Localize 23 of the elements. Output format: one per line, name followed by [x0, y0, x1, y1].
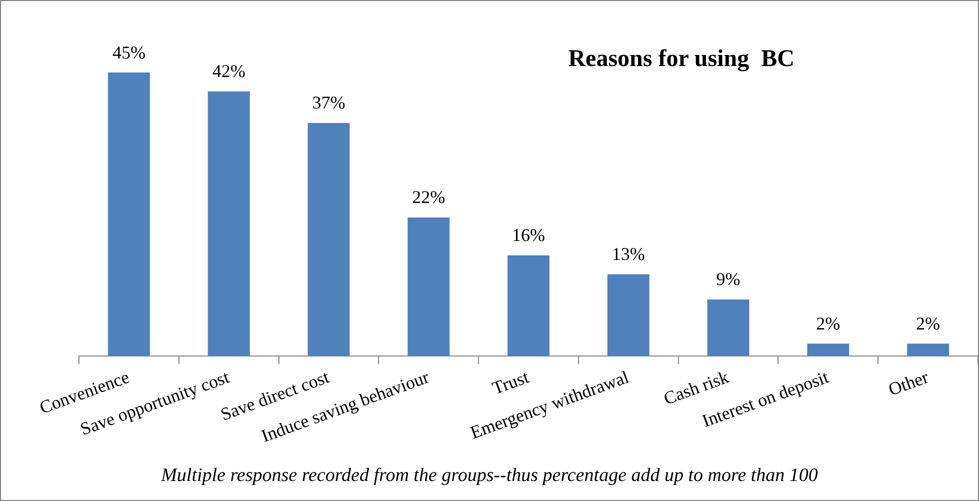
data-label: 13% [612, 244, 645, 264]
data-label: 22% [412, 187, 446, 208]
bar [607, 274, 650, 356]
bar [108, 72, 150, 356]
x-tick-label: Cash risk [661, 366, 732, 409]
data-label: 37% [312, 92, 346, 113]
bar [508, 255, 550, 356]
data-label: 45% [112, 42, 146, 62]
text: Multiple response recorded from the groups--thus percentage add up to more than 100 [160, 464, 819, 488]
x-tick-label: Trust [490, 366, 532, 398]
chart-title: Reasons for using BC [568, 46, 794, 72]
bar [807, 344, 850, 356]
bar [208, 91, 250, 356]
data-label: 2% [916, 313, 940, 334]
data-label: 42% [212, 61, 246, 82]
bar [308, 122, 350, 356]
bar [707, 299, 750, 356]
data-label: 9% [716, 269, 740, 290]
data-label: 2% [816, 313, 840, 334]
bar [408, 218, 450, 356]
bar [907, 344, 950, 356]
data-label: 16% [512, 225, 545, 246]
x-tick-label: Other [886, 366, 932, 400]
